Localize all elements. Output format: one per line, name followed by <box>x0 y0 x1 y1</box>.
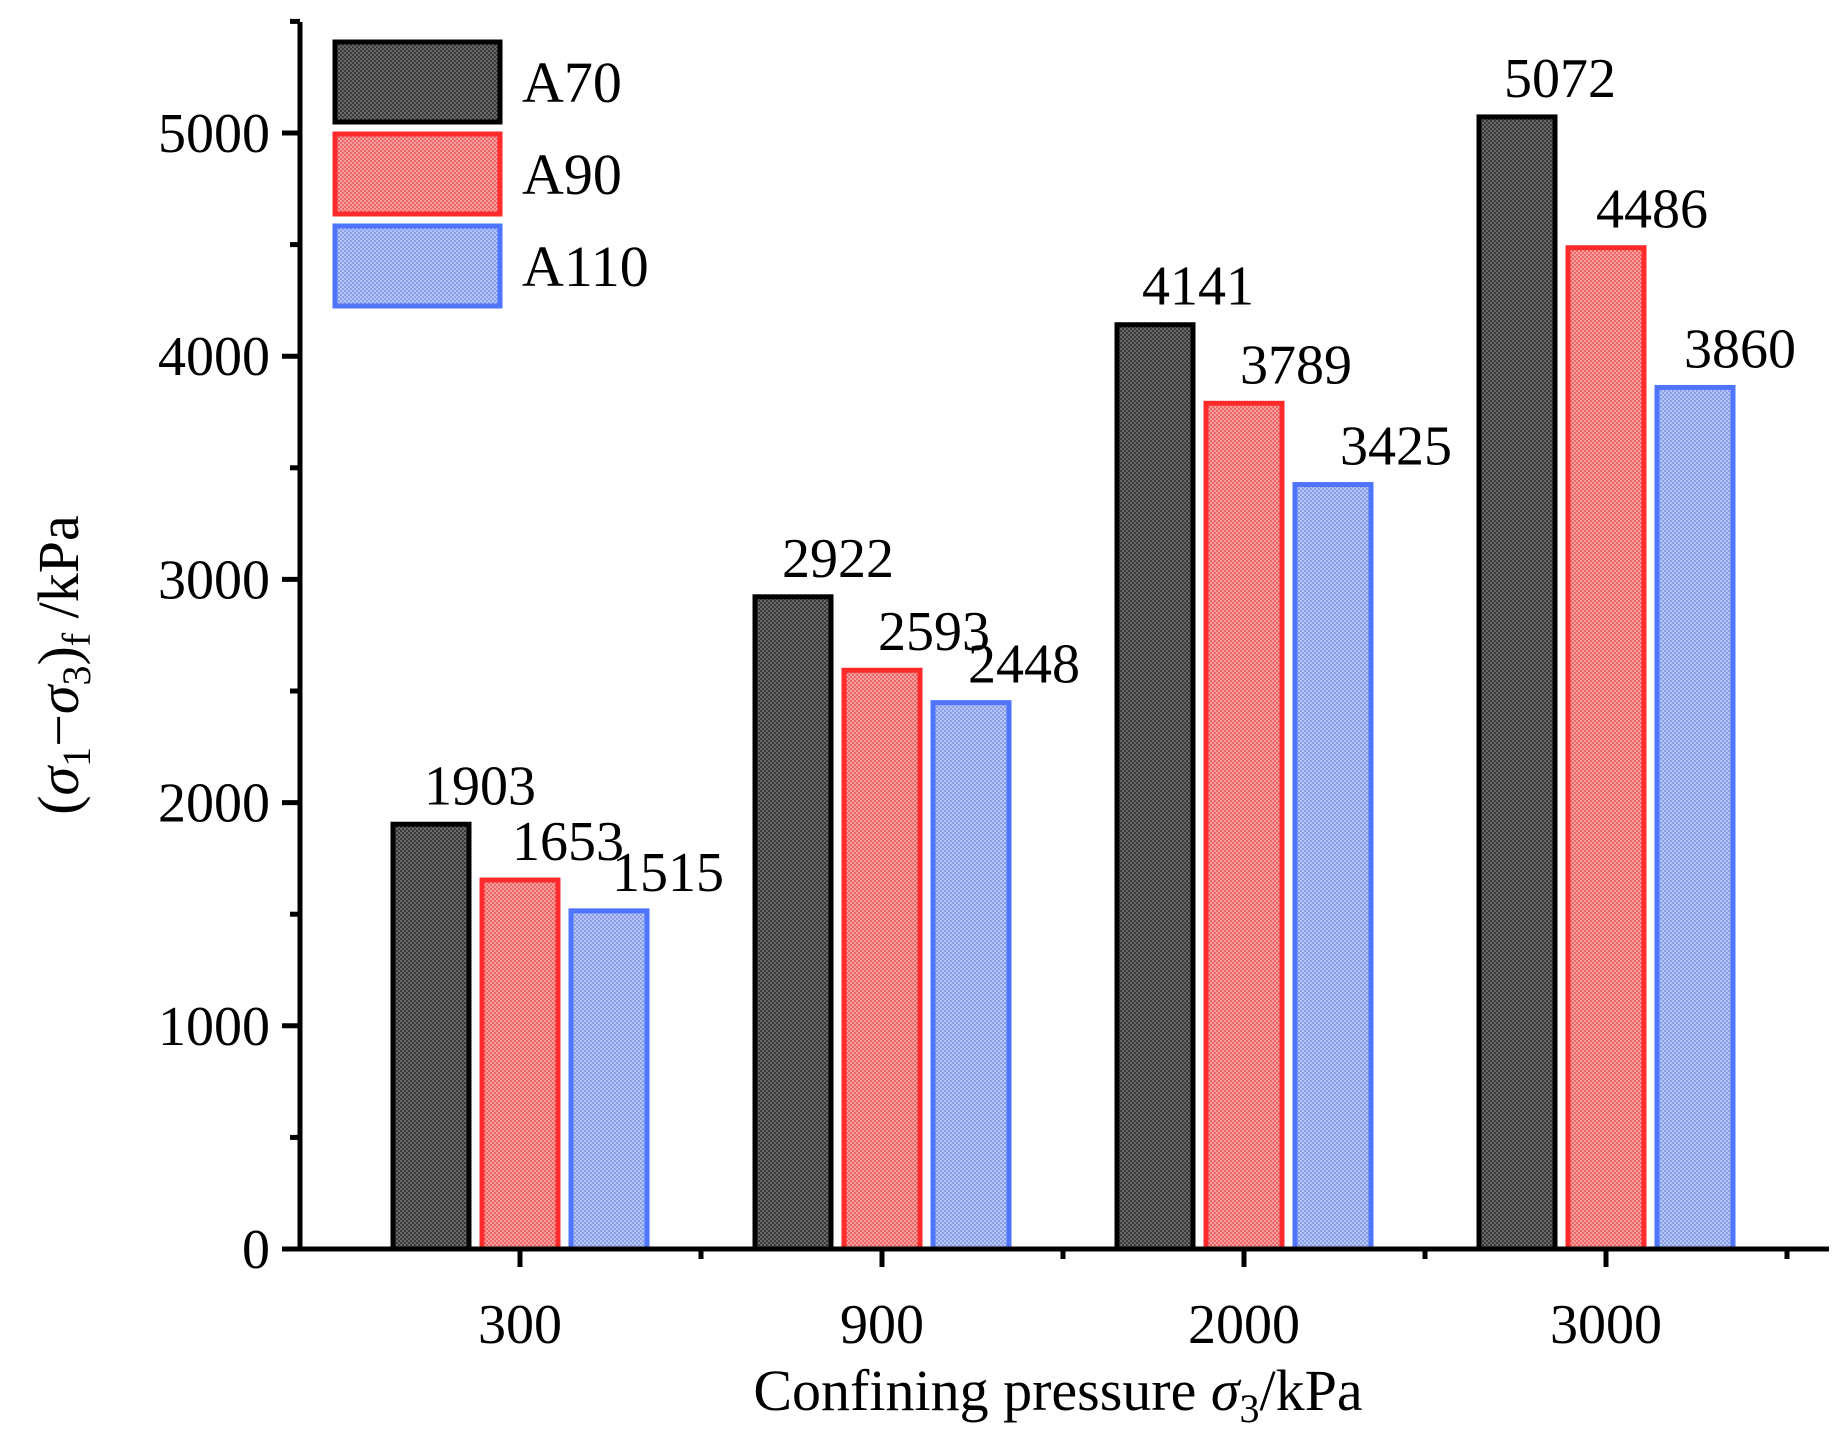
x-tick-label-300: 300 <box>478 1294 562 1356</box>
data-labels-layer: 1903 2922 4141 5072 1653 2593 3789 4486 1515 2448… <box>424 48 1796 904</box>
data-label-a110-900: 2448 <box>968 634 1080 696</box>
x-tick-label-900: 900 <box>840 1294 924 1356</box>
bars-layer <box>390 114 1736 1252</box>
data-label-a70-3000: 5072 <box>1504 48 1616 110</box>
data-label-a70-2000: 4141 <box>1142 256 1254 318</box>
data-label-a90-2000: 3789 <box>1240 334 1352 396</box>
bar-a70-3000 <box>1476 114 1558 1252</box>
x-axis-title: Confining pressure σ3/kPa <box>753 1358 1362 1431</box>
data-label-a90-900: 2593 <box>878 601 990 663</box>
legend-label-a70: A70 <box>522 50 622 115</box>
legend-swatch-a70 <box>332 39 503 125</box>
data-label-a70-900: 2922 <box>782 528 894 590</box>
bar-a90-2000 <box>1203 400 1285 1252</box>
bar-a110-900 <box>930 700 1012 1252</box>
axes <box>282 22 1829 1252</box>
data-label-a90-300: 1653 <box>512 811 624 873</box>
y-tick-label: 1000 <box>158 996 270 1058</box>
bar-a90-900 <box>841 667 923 1252</box>
data-label-a90-3000: 4486 <box>1596 179 1708 241</box>
bar-a110-300 <box>568 908 650 1252</box>
x-tick-label-3000: 3000 <box>1550 1294 1662 1356</box>
bar-a90-300 <box>479 877 561 1252</box>
data-label-a70-300: 1903 <box>424 755 536 817</box>
x-ticks: 300 900 2000 3000 <box>478 1249 1790 1356</box>
y-tick-label: 3000 <box>158 549 270 611</box>
data-label-a110-300: 1515 <box>612 842 724 904</box>
x-tick-label-2000: 2000 <box>1188 1294 1300 1356</box>
data-label-a110-3000: 3860 <box>1684 318 1796 380</box>
y-tick-label: 2000 <box>158 773 270 835</box>
legend-swatch-a110 <box>332 223 503 309</box>
y-axis-title: (σ1−σ3)f /kPa <box>26 515 99 815</box>
bar-a90-3000 <box>1565 245 1647 1252</box>
y-tick-label: 4000 <box>158 326 270 388</box>
bar-a110-3000 <box>1654 384 1736 1252</box>
bar-a70-900 <box>752 594 834 1252</box>
y-ticks: 0 1000 2000 3000 4000 5000 <box>158 18 300 1281</box>
legend-label-a90: A90 <box>522 142 622 207</box>
legend: A70 A90 A110 <box>332 39 649 309</box>
data-label-a110-2000: 3425 <box>1340 416 1452 478</box>
bar-a70-300 <box>390 821 472 1252</box>
y-tick-label: 0 <box>242 1219 270 1281</box>
bar-a110-2000 <box>1292 482 1374 1252</box>
y-tick-label: 5000 <box>158 103 270 165</box>
bar-a70-2000 <box>1114 322 1196 1252</box>
legend-swatch-a90 <box>332 131 503 217</box>
legend-label-a110: A110 <box>522 234 649 299</box>
